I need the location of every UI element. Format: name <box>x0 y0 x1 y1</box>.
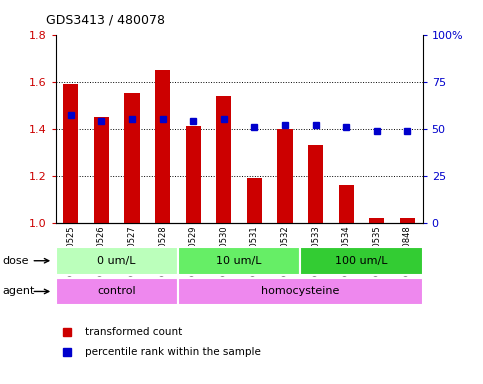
Bar <box>125 93 140 223</box>
Text: 0 um/L: 0 um/L <box>98 256 136 266</box>
Bar <box>247 178 262 223</box>
Bar <box>185 126 201 223</box>
Bar <box>155 70 170 223</box>
Text: homocysteine: homocysteine <box>261 286 340 296</box>
Text: dose: dose <box>2 256 29 266</box>
Text: GDS3413 / 480078: GDS3413 / 480078 <box>46 13 165 26</box>
Bar <box>56 247 178 275</box>
Bar <box>277 129 293 223</box>
Text: transformed count: transformed count <box>85 327 182 337</box>
Bar <box>94 117 109 223</box>
Bar <box>216 96 231 223</box>
Bar <box>178 278 423 305</box>
Text: percentile rank within the sample: percentile rank within the sample <box>85 347 261 357</box>
Bar <box>300 247 423 275</box>
Text: agent: agent <box>2 286 35 296</box>
Bar <box>308 145 323 223</box>
Bar <box>63 84 78 223</box>
Bar <box>400 218 415 223</box>
Bar <box>178 247 300 275</box>
Bar <box>339 185 354 223</box>
Bar <box>56 278 178 305</box>
Text: 10 um/L: 10 um/L <box>216 256 262 266</box>
Bar <box>369 218 384 223</box>
Text: 100 um/L: 100 um/L <box>335 256 388 266</box>
Text: control: control <box>98 286 136 296</box>
